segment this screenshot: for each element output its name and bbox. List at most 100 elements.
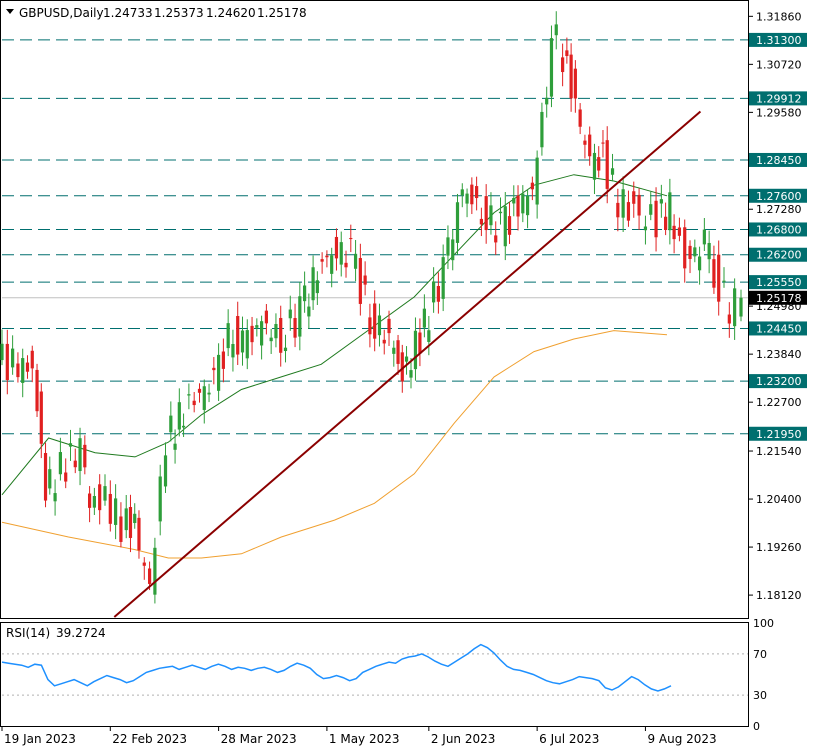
candle-body-58: [283, 347, 288, 352]
candle-body-119: [569, 54, 573, 99]
candle-body-93: [446, 237, 450, 256]
candle-body-26: [128, 507, 133, 538]
price-panel-frame: [0, 0, 749, 619]
candle-body-80: [387, 318, 391, 334]
candle-body-72: [349, 238, 353, 240]
price-tick-label-10: 1.18120: [756, 589, 802, 602]
candle-body-40: [197, 388, 202, 393]
candle-body-130: [621, 189, 625, 218]
candle-body-54: [264, 310, 268, 324]
candle-body-36: [177, 402, 181, 430]
candle-body-11: [53, 493, 57, 502]
high-value: 1.25373: [154, 6, 204, 20]
candle-body-23: [114, 498, 118, 525]
candle-body-120: [573, 68, 577, 99]
candle-body-63: [307, 306, 311, 317]
price-tick-label-2: 1.29580: [756, 106, 802, 119]
candle-body-50: [245, 330, 249, 359]
candle-body-25: [124, 508, 128, 531]
candle-body-13: [64, 472, 68, 482]
level-badge-text-6: 1.25550: [756, 276, 802, 289]
candle-body-121: [578, 109, 582, 127]
candle-body-18: [87, 493, 92, 508]
candle-body-57: [279, 317, 283, 353]
candle-body-113: [540, 111, 544, 148]
candle-body-74: [358, 258, 362, 304]
candle-body-62: [303, 285, 307, 302]
candle-body-139: [668, 192, 672, 231]
candle-body-132: [632, 191, 636, 204]
candle-body-143: [688, 245, 692, 259]
candle-body-56: [274, 324, 278, 339]
candle-body-84: [404, 356, 409, 362]
candle-body-116: [554, 24, 558, 36]
level-badge-bg-3: [749, 188, 807, 203]
candle-body-33: [163, 455, 168, 487]
candle-body-39: [192, 400, 196, 406]
time-label-5: 6 Jul 2023: [539, 732, 599, 746]
rsi-value: 39.2724: [56, 626, 106, 640]
rsi-panel-frame: [0, 622, 749, 727]
candle-body-91: [436, 285, 440, 302]
candle-body-77: [373, 303, 377, 339]
level-badge-bg-9: [749, 426, 807, 441]
candle-body-94: [451, 239, 455, 261]
level-badge-bg-8: [749, 374, 807, 389]
candle-body-3: [16, 363, 20, 378]
level-badge-text-8: 1.23200: [756, 375, 802, 388]
low-value: 1.24620: [206, 6, 256, 20]
time-label-4: 2 Jun 2023: [431, 732, 496, 746]
candle-body-66: [320, 259, 324, 262]
rsi-tick-label-0: 100: [753, 617, 774, 630]
candle-body-8: [39, 391, 43, 444]
candle-body-124: [592, 152, 597, 180]
price-tick-label-6: 1.22700: [756, 396, 802, 409]
candle-body-133: [637, 194, 641, 216]
level-badge-bg-5: [749, 247, 807, 262]
price-tick-label-9: 1.19260: [756, 541, 802, 554]
candle-body-4: [21, 358, 25, 383]
candle-body-104: [498, 211, 503, 214]
candle-body-88: [422, 308, 426, 328]
candle-body-64: [311, 267, 315, 301]
candle-body-134: [643, 226, 648, 231]
candle-body-21: [103, 486, 107, 501]
price-tick-label-7: 1.21540: [756, 445, 802, 458]
candle-body-114: [545, 97, 549, 105]
candle-body-0: [0, 343, 4, 361]
candle-body-61: [298, 296, 302, 337]
candle-body-45: [221, 351, 225, 369]
level-badge-bg-2: [749, 152, 807, 167]
candle-body-131: [626, 202, 631, 221]
level-badge-text-7: 1.24450: [756, 322, 802, 335]
slow-ma-line: [1, 330, 668, 559]
dropdown-triangle-icon[interactable]: [6, 9, 14, 14]
level-badge-text-1: 1.29912: [756, 92, 802, 105]
candle-body-29: [142, 562, 146, 566]
candle-body-86: [413, 330, 418, 370]
candle-body-123: [588, 134, 592, 157]
rsi-header: RSI(14) 39.2724: [6, 626, 106, 640]
candle-body-75: [363, 275, 367, 285]
candle-body-55: [269, 337, 273, 342]
candle-body-87: [418, 332, 422, 354]
price-tick-label-1: 1.30720: [756, 58, 802, 71]
candle-body-79: [382, 339, 386, 344]
price-tick-label-0: 1.31860: [756, 10, 802, 23]
candle-body-125: [597, 157, 601, 171]
rsi-line: [1, 643, 672, 692]
level-badge-bg-7: [749, 321, 807, 336]
candlesticks: [0, 11, 743, 604]
candle-body-128: [610, 168, 615, 175]
candle-body-137: [659, 199, 663, 204]
candle-body-126: [601, 142, 605, 144]
close-value: 1.25178: [257, 6, 307, 20]
candle-body-9: [43, 452, 48, 501]
candle-body-115: [549, 38, 554, 97]
candle-body-127: [605, 140, 609, 189]
candle-body-34: [169, 415, 173, 433]
candle-body-151: [727, 314, 731, 324]
level-badges: 1.31300 1.29912 1.28450 1.27600 1.26800 1.262…: [749, 32, 807, 441]
open-value: 1.24733: [103, 6, 153, 20]
